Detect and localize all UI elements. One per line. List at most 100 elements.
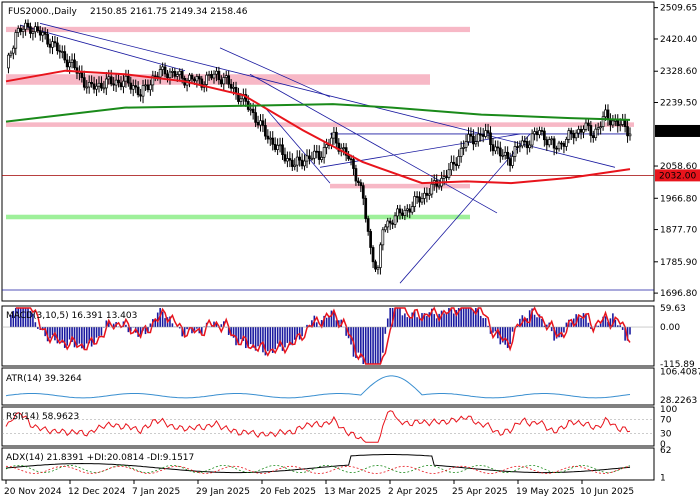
candle-body (552, 138, 556, 149)
candle-body (310, 157, 314, 160)
candle-body (489, 132, 492, 145)
candle-body (112, 83, 116, 86)
candle-body (175, 74, 179, 77)
candle-body (109, 76, 113, 85)
candle-body (21, 28, 25, 32)
candle-body (63, 51, 67, 61)
candle-body (205, 74, 209, 85)
candle-body (60, 51, 64, 53)
candle-body (322, 147, 326, 158)
candle-body (481, 134, 485, 137)
candle-body (405, 208, 409, 211)
candle-body (53, 41, 57, 44)
candle-body (217, 70, 221, 81)
candle-body (462, 147, 465, 149)
candle-body (251, 108, 255, 113)
candle-body (445, 176, 448, 178)
candle-body (496, 146, 500, 149)
candle-body (359, 182, 363, 186)
candle-body (325, 144, 328, 148)
candle-body (386, 220, 390, 228)
rsi-pane[interactable] (1, 406, 655, 447)
candle-body (396, 208, 399, 217)
candle-body (259, 120, 262, 126)
candle-body (151, 75, 155, 86)
candle-body (68, 62, 71, 68)
candle-body (286, 158, 289, 162)
price-tick-label: 2420.40 (660, 35, 697, 45)
indicator-tick-label: 106.4087 (660, 367, 700, 377)
candle-body (374, 261, 377, 270)
candle-body (555, 147, 558, 150)
candle-body (207, 74, 211, 76)
candle-body (305, 155, 309, 162)
candle-body (430, 183, 434, 195)
candle-body (317, 151, 321, 160)
indicator-tick-label: 28.2263 (660, 396, 697, 406)
candle-body (7, 54, 10, 69)
date-tick-label: 13 Mar 2025 (324, 487, 381, 497)
candle-body (190, 74, 194, 80)
candle-body (599, 126, 602, 129)
candle-body (332, 131, 336, 139)
candle-body (533, 131, 536, 135)
indicator-tick-label: 70 (660, 416, 672, 426)
candle-body (352, 159, 355, 169)
candle-body (82, 77, 86, 88)
candle-body (227, 75, 231, 85)
indicator-tick-label: 1 (660, 474, 666, 484)
candle-body (166, 73, 169, 79)
price-pane[interactable] (1, 1, 655, 302)
macd-signal-line (15, 306, 631, 365)
indicator-tick-label: -115.89 (660, 360, 695, 370)
price-tick-label: 2509.65 (660, 4, 697, 14)
resistance-zone-2 (6, 122, 634, 127)
candle-body (523, 140, 527, 143)
candle-body (498, 147, 502, 157)
candle-body (464, 141, 468, 148)
candle-body (560, 142, 563, 145)
candle-body (249, 108, 253, 111)
candle-body (139, 94, 142, 97)
candle-body (117, 79, 120, 84)
candle-body (369, 231, 372, 248)
trend-line-3 (39, 22, 616, 168)
candle-body (268, 137, 272, 140)
adx-line (5, 454, 631, 474)
candle-body (161, 66, 164, 70)
candle-body (80, 71, 84, 78)
candle-body (361, 185, 365, 199)
support-zone-4 (6, 214, 470, 220)
candle-body (271, 137, 275, 145)
candle-body (557, 142, 561, 150)
trend-line-4 (249, 73, 498, 214)
candle-body (403, 209, 407, 216)
candle-body (540, 130, 544, 132)
indicator-tick-label: 100 (660, 405, 677, 415)
candle-body (58, 50, 62, 53)
candle-body (136, 86, 140, 96)
candle-body (178, 70, 182, 75)
candle-body (393, 215, 397, 225)
candle-body (601, 116, 605, 127)
candle-body (621, 119, 625, 125)
candle-body (574, 132, 578, 139)
candle-body (484, 130, 487, 137)
chart-ohlc: 2150.85 2161.75 2149.34 2158.46 (90, 7, 248, 17)
atr-pane[interactable] (1, 367, 655, 406)
candle-body (104, 78, 108, 89)
last-price-tag (655, 124, 700, 137)
trend-line-2 (264, 107, 331, 184)
candle-body (628, 133, 632, 137)
candle-body (232, 86, 235, 89)
candle-body (146, 84, 150, 91)
candle-body (14, 32, 18, 49)
candle-body (51, 41, 54, 48)
candle-body (623, 119, 627, 127)
candle-body (195, 76, 199, 82)
candle-body (452, 161, 456, 165)
candle-body (273, 144, 277, 150)
candle-body (100, 82, 103, 89)
candle-body (97, 82, 101, 87)
